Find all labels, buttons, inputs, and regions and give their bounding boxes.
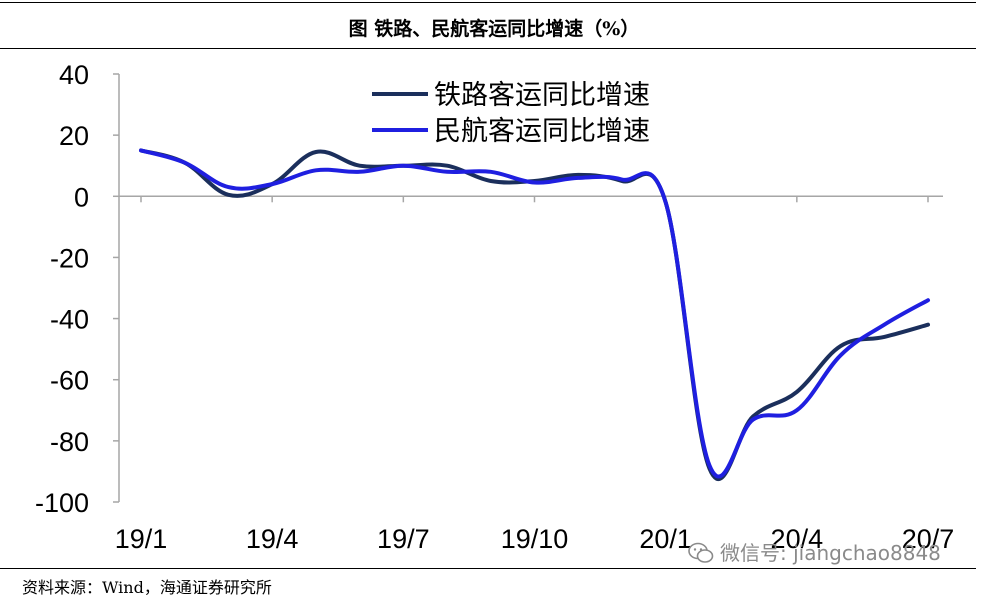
x-tick-label: 20/1 (639, 524, 692, 554)
legend-item-air: 民航客运同比增速 (372, 116, 650, 147)
y-tick-label: 20 (59, 121, 89, 151)
wechat-icon (688, 542, 714, 563)
title-rule (0, 48, 976, 49)
legend-label: 民航客运同比增速 (434, 116, 650, 147)
x-tick-label: 19/1 (115, 524, 168, 554)
series-group (139, 148, 930, 481)
x-axis-ticks: 19/1 19/4 19/7 19/10 20/1 20/4 20/7 (115, 196, 955, 554)
line-chart: 40 20 0 -20 -40 -60 -80 -100 19/1 19/4 19/7 19/10 2… (35, 60, 955, 554)
y-tick-label: -80 (50, 427, 89, 457)
series-rail-line (139, 148, 930, 481)
top-rule (0, 2, 976, 3)
axes (118, 74, 943, 502)
chart-title: 图 铁路、民航客运同比增速（%） (348, 18, 640, 40)
legend-label: 铁路客运同比增速 (434, 80, 650, 111)
bottom-rule (0, 568, 976, 569)
y-tick-label: 0 (74, 182, 89, 212)
y-tick-label: -100 (35, 488, 89, 518)
x-tick-label: 20/7 (902, 524, 955, 554)
title-bar: 图 铁路、民航客运同比增速（%） (0, 0, 988, 49)
x-tick-label: 19/10 (501, 524, 569, 554)
legend-item-rail: 铁路客运同比增速 (372, 80, 650, 111)
series-air-line (139, 148, 930, 479)
y-tick-label: -40 (50, 305, 89, 335)
x-tick-label: 20/4 (771, 524, 824, 554)
watermark-text: 微信号: jiangchao8848 (720, 541, 941, 565)
source-note: 资料来源：Wind，海通证券研究所 (22, 578, 272, 597)
y-tick-label: 40 (59, 60, 89, 90)
watermark: 微信号: jiangchao8848 (688, 537, 941, 566)
y-tick-label: -20 (50, 243, 89, 273)
x-tick-label: 19/7 (377, 524, 430, 554)
x-tick-label: 19/4 (246, 524, 299, 554)
y-axis-ticks: 40 20 0 -20 -40 -60 -80 -100 (35, 60, 119, 518)
y-tick-label: -60 (50, 366, 89, 396)
